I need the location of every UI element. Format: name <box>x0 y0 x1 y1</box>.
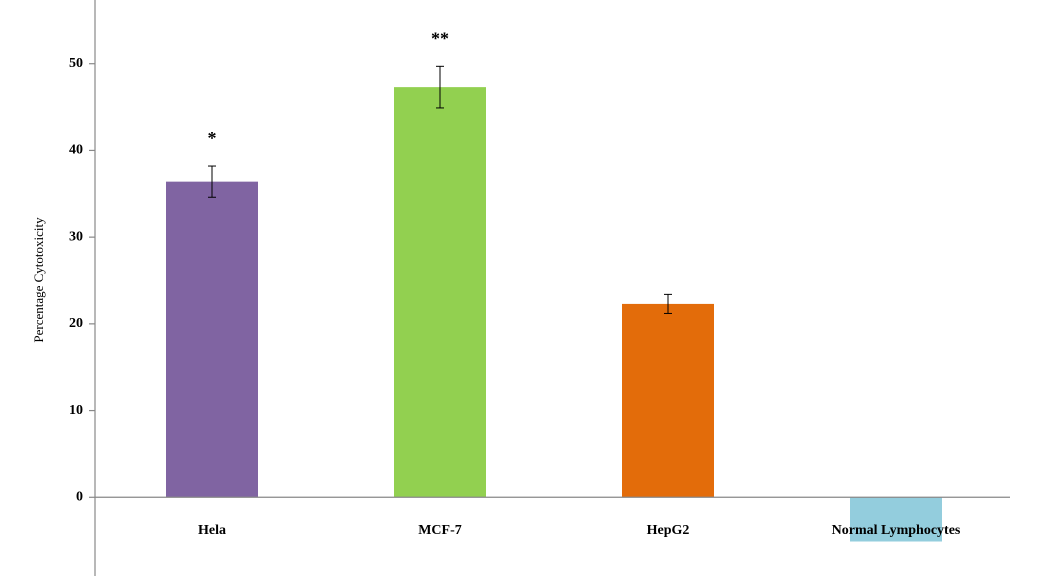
significance-mark: * <box>208 128 217 148</box>
bar <box>166 181 258 498</box>
x-tick-label: HepG2 <box>647 523 690 538</box>
y-tick-label: 10 <box>69 403 83 418</box>
significance-mark: ** <box>431 28 449 48</box>
x-tick-label: Hela <box>198 523 226 538</box>
y-tick-label: 50 <box>69 56 83 71</box>
bar <box>850 497 942 542</box>
y-tick-label: 20 <box>69 316 83 331</box>
y-tick-label: 40 <box>69 143 83 158</box>
bar <box>622 303 714 498</box>
x-tick-label: Normal Lymphocytes <box>832 523 961 538</box>
y-tick-label: 0 <box>76 490 83 505</box>
x-tick-label: MCF-7 <box>418 523 462 538</box>
y-tick-label: 30 <box>69 229 83 244</box>
bar <box>394 87 486 498</box>
y-axis-label: Percentage Cytotoxicity <box>31 217 46 343</box>
